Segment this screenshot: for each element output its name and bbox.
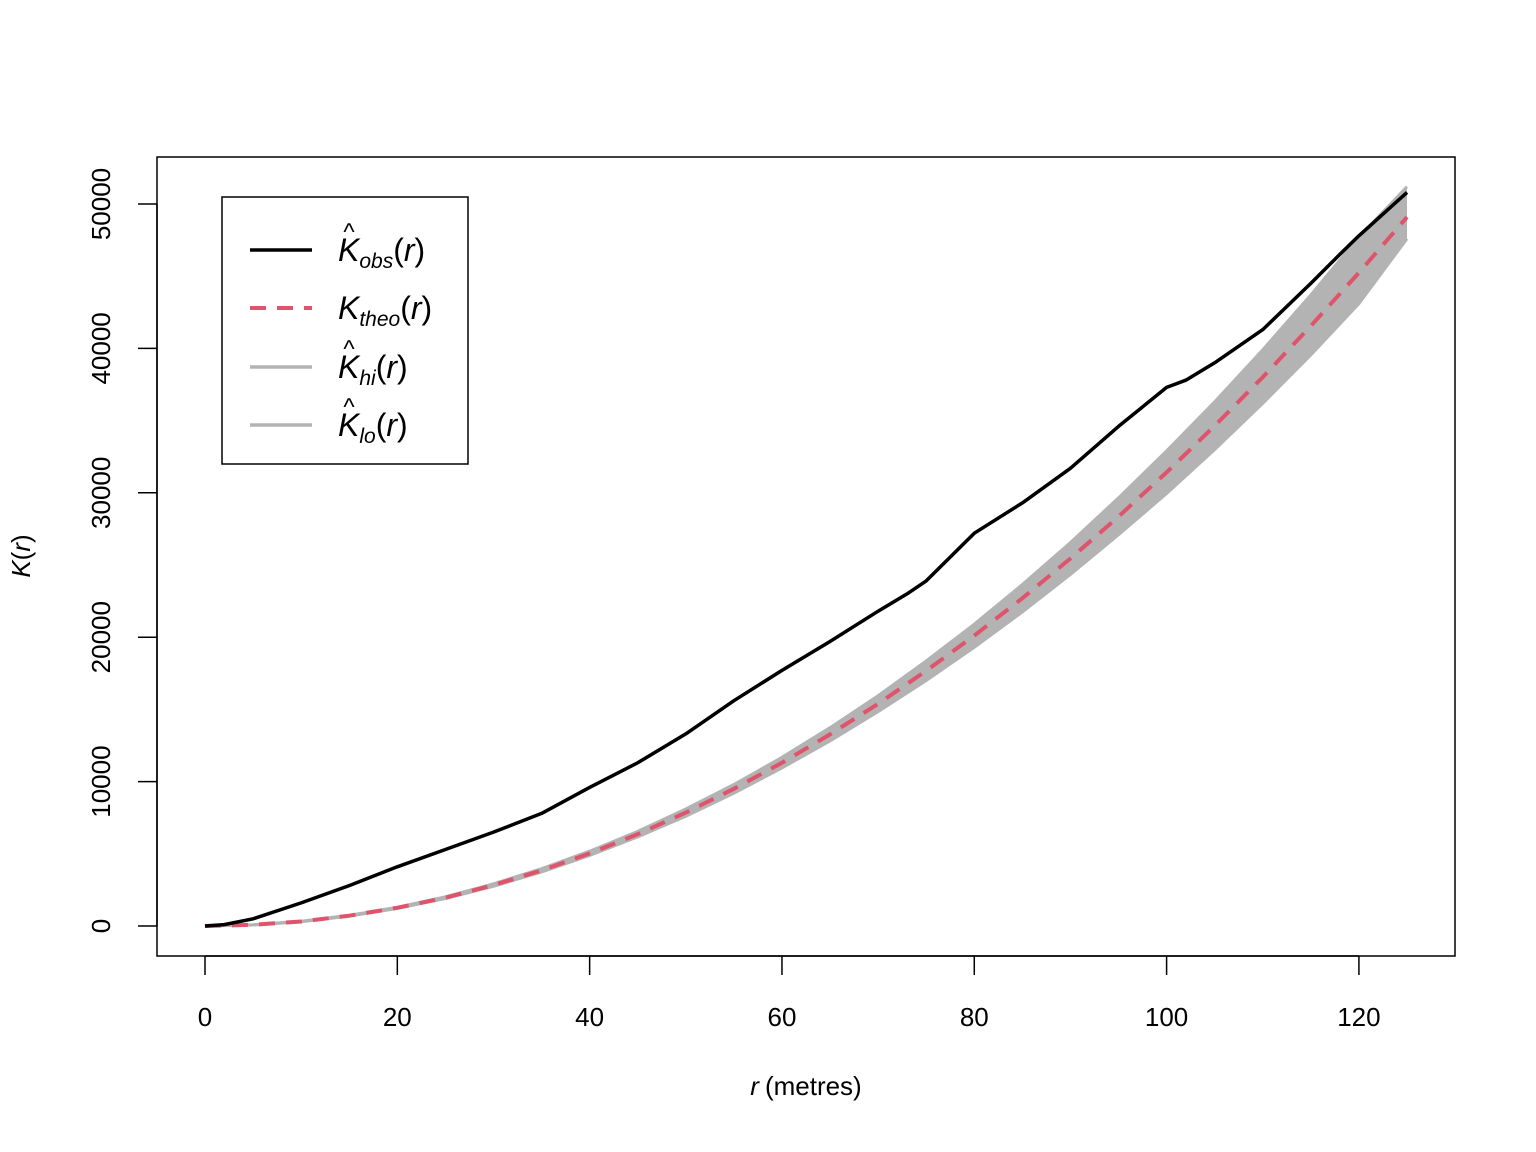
y-axis-label-close: ) xyxy=(6,534,36,543)
legend-label-lo: Klo(r) xyxy=(338,407,408,448)
legend-box xyxy=(221,196,469,465)
legend-hat-hi: ^ xyxy=(343,336,355,363)
y-axis-label-base: K xyxy=(6,559,36,578)
x-tick-label: 20 xyxy=(383,1002,412,1032)
y-tick-group: 10000 xyxy=(86,745,116,817)
y-tick-label: 20000 xyxy=(86,601,116,673)
legend-label-close: ) xyxy=(415,232,426,268)
x-tick-label: 100 xyxy=(1145,1002,1188,1032)
x-axis-label-unit: (metres) xyxy=(765,1071,862,1101)
y-tick-group: 50000 xyxy=(86,168,116,240)
svg-text:K(r): K(r) xyxy=(6,534,36,577)
legend-label-close: ) xyxy=(397,349,408,385)
legend-label-arg: r xyxy=(404,232,416,268)
legend-hat-lo: ^ xyxy=(343,394,355,421)
x-tick-label: 60 xyxy=(767,1002,796,1032)
legend-label-open: ( xyxy=(393,232,404,268)
y-tick-label: 30000 xyxy=(86,457,116,529)
legend-label-close: ) xyxy=(397,407,408,443)
y-tick-label: 0 xyxy=(86,919,116,933)
legend-label-sub: lo xyxy=(359,425,376,448)
lines-layer xyxy=(204,191,1409,928)
legend-label-arg: r xyxy=(386,349,398,385)
legend-label-open: ( xyxy=(376,349,387,385)
legend-hat-obs: ^ xyxy=(343,219,355,246)
legend-label-base: K xyxy=(338,290,361,326)
x-tick-label: 120 xyxy=(1337,1002,1380,1032)
x-axis-label-var: r xyxy=(750,1071,760,1101)
legend-label-sub: obs xyxy=(359,250,393,273)
legend: Kobs(r)^Ktheo(r)Khi(r)^Klo(r)^ xyxy=(221,196,469,465)
x-tick-label: 40 xyxy=(575,1002,604,1032)
y-axis: 0 10000 20000 30000 40000 50000 xyxy=(86,168,158,933)
legend-label-arg: r xyxy=(411,290,423,326)
x-axis-label: r (metres) xyxy=(750,1071,861,1101)
legend-label-hi: Khi(r) xyxy=(338,349,408,390)
y-tick-label: 40000 xyxy=(86,312,116,384)
y-axis-label-arg: r xyxy=(6,542,36,552)
legend-label-theo: Ktheo(r) xyxy=(338,290,432,331)
y-tick-label: 50000 xyxy=(86,168,116,240)
y-tick-group: 40000 xyxy=(86,312,116,384)
legend-label-sub: hi xyxy=(359,367,377,390)
y-tick-group: 30000 xyxy=(86,457,116,529)
series-line-theo xyxy=(204,215,1409,928)
x-tick-label: 0 xyxy=(198,1002,212,1032)
y-axis-label: K(r) xyxy=(6,534,36,577)
y-tick-group: 0 xyxy=(86,919,116,933)
legend-label-open: ( xyxy=(376,407,387,443)
x-tick-label: 80 xyxy=(960,1002,989,1032)
y-tick-group: 20000 xyxy=(86,601,116,673)
series-line-obs xyxy=(204,191,1409,928)
legend-label-base: K xyxy=(338,349,361,385)
legend-label-obs: Kobs(r) xyxy=(338,232,425,273)
legend-label-base: K xyxy=(338,407,361,443)
x-axis: 0 20 40 60 80 100 120 xyxy=(198,955,1381,1032)
legend-label-base: K xyxy=(338,232,361,268)
y-axis-label-open: ( xyxy=(6,551,36,560)
legend-label-open: ( xyxy=(400,290,411,326)
legend-label-sub: theo xyxy=(359,308,400,331)
legend-label-arg: r xyxy=(386,407,398,443)
legend-label-close: ) xyxy=(422,290,433,326)
y-tick-label: 10000 xyxy=(86,745,116,817)
